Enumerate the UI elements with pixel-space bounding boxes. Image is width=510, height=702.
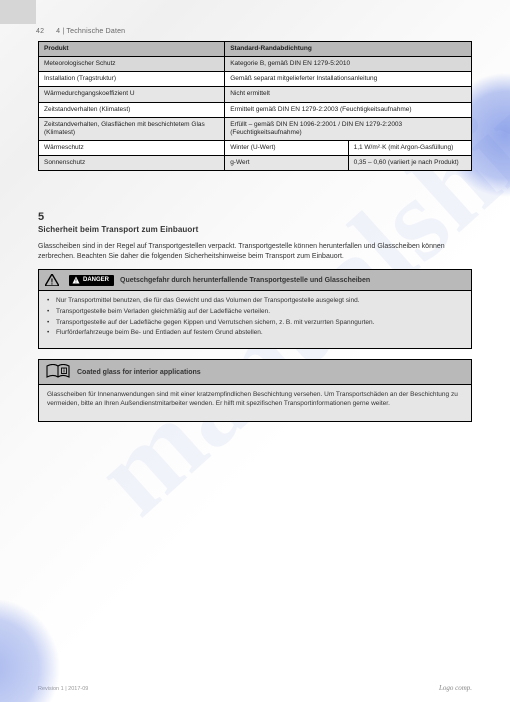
danger-body: Nur Transportmittel benutzen, die für da… [39, 291, 471, 348]
table-row: Wärmedurchgangskoeffizient U Nicht ermit… [39, 87, 472, 102]
danger-title: Quetschgefahr durch herunterfallende Tra… [120, 277, 370, 284]
svg-text:!: ! [51, 278, 54, 287]
danger-badge: ! DANGER [69, 275, 114, 286]
danger-bullet: Flurförderfahrzeuge beim Be- und Entlade… [47, 329, 463, 338]
spec-table: Produkt Standard-Randabdichtung Meteorol… [38, 41, 472, 171]
warning-triangle-icon: ! [45, 274, 59, 286]
note-body: Glasscheiben für Innenanwendungen sind m… [39, 385, 471, 421]
page-header: 42 4 | Technische Daten [36, 28, 472, 35]
table-row: Wärmeschutz Winter (U-Wert) 1,1 W/m²·K (… [39, 140, 472, 155]
table-row: Installation (Tragstruktur) Gemäß separa… [39, 72, 472, 87]
danger-bullet: Nur Transportmittel benutzen, die für da… [47, 297, 463, 306]
page-content: 42 4 | Technische Daten Produkt Standard… [0, 0, 510, 702]
note-bar: i Coated glass for interior applications [39, 360, 471, 385]
note-callout: i Coated glass for interior applications… [38, 359, 472, 422]
note-title: Coated glass for interior applications [77, 369, 201, 376]
section-intro: Glasscheiben sind in der Regel auf Trans… [38, 242, 472, 261]
table-row: Zeitstandverhalten, Glasflächen mit besc… [39, 117, 472, 140]
section-title: Sicherheit beim Transport zum Einbauort [38, 225, 472, 234]
danger-label: DANGER [83, 277, 109, 283]
breadcrumb: 4 | Technische Daten [56, 28, 125, 35]
th-product: Produkt [39, 42, 225, 57]
th-edge: Standard-Randabdichtung [225, 42, 472, 57]
table-row: Zeitstandverhalten (Klimatest) Ermittelt… [39, 102, 472, 117]
danger-callout: ! ! DANGER Quetschgefahr durch herunterf… [38, 269, 472, 349]
danger-badge-tri-icon: ! [72, 276, 80, 284]
danger-bullet: Transportgestelle auf der Ladefläche geg… [47, 319, 463, 328]
section-number: 5 [38, 211, 472, 223]
danger-bullet: Transportgestelle beim Verladen gleichmä… [47, 308, 463, 317]
table-row: Meteorologischer Schutz Kategorie B, gem… [39, 57, 472, 72]
page-number: 42 [36, 28, 54, 35]
table-header-row: Produkt Standard-Randabdichtung [39, 42, 472, 57]
manual-book-icon: i [45, 364, 71, 380]
table-row: Sonnenschutz g-Wert 0,35 – 0,60 (variier… [39, 156, 472, 171]
danger-bar: ! ! DANGER Quetschgefahr durch herunterf… [39, 270, 471, 291]
